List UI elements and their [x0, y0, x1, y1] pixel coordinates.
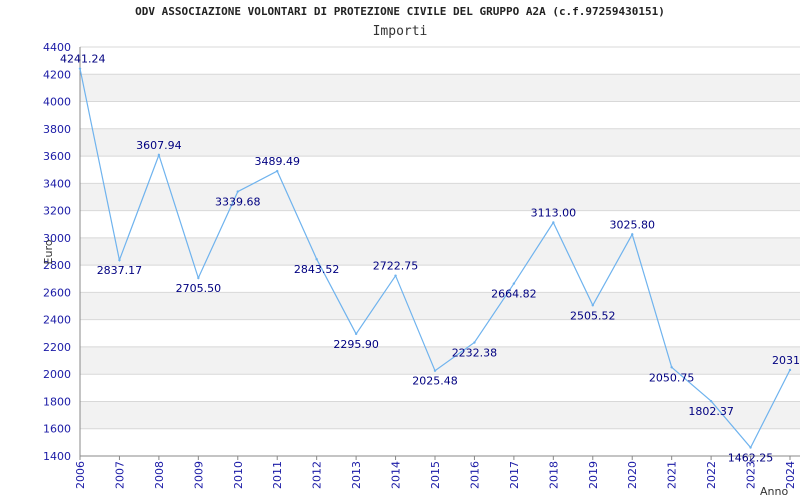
x-tick-label: 2009 — [192, 461, 205, 489]
grid-band — [80, 237, 800, 266]
x-tick-label: 2013 — [350, 461, 363, 489]
data-label: 3339.68 — [215, 196, 261, 209]
data-point — [512, 282, 516, 285]
data-point — [788, 368, 792, 372]
data-label: 2722.75 — [373, 260, 419, 273]
data-label: 2232.38 — [452, 347, 498, 360]
data-label: 2505.52 — [570, 309, 616, 322]
data-label: 2295.90 — [333, 338, 379, 351]
grid-band — [80, 346, 800, 375]
data-label: 1462.25 — [728, 452, 774, 465]
data-point — [354, 332, 358, 336]
grid-band — [80, 401, 800, 429]
x-tick-label: 2014 — [390, 461, 403, 489]
data-point — [315, 258, 318, 261]
x-tick-label: 2017 — [508, 461, 521, 489]
y-axis-label: Euro — [42, 239, 55, 264]
data-label: 3025.80 — [609, 218, 655, 231]
y-tick-label: 3600 — [43, 150, 71, 163]
x-tick-label: 2007 — [113, 461, 126, 489]
x-tick-label: 2020 — [626, 461, 639, 489]
grid-band — [80, 128, 800, 157]
x-tick-label: 2021 — [666, 461, 679, 489]
y-tick-label: 2400 — [43, 314, 71, 327]
x-tick-label: 2016 — [468, 461, 481, 489]
data-point — [276, 169, 279, 173]
data-label: 2050.75 — [649, 371, 695, 384]
grid-band — [80, 292, 800, 320]
series-importi — [78, 67, 792, 449]
x-tick-label: 2022 — [705, 461, 718, 489]
data-point — [709, 399, 713, 403]
y-tick-label: 3400 — [43, 177, 71, 190]
data-label: 4241.24 — [60, 53, 106, 66]
data-point — [552, 221, 555, 224]
x-tick-label: 2023 — [745, 461, 758, 489]
data-label: 3113.00 — [531, 206, 577, 219]
data-label: 2025.48 — [412, 375, 458, 388]
data-point — [197, 276, 200, 280]
data-labels: 4241.24 2837.17 3607.94 2705.50 3339.68 3489.… — [60, 53, 800, 465]
y-tick-label: 4200 — [43, 68, 71, 81]
data-point — [157, 153, 161, 157]
data-label: 2837.17 — [97, 264, 143, 277]
data-label: 3489.49 — [254, 155, 300, 168]
x-tick-label: 2008 — [153, 461, 166, 489]
y-tick-label: 1800 — [43, 395, 71, 408]
x-tick-label: 2012 — [311, 461, 324, 489]
y-tick-label: 2200 — [43, 341, 71, 354]
data-label: 2705.50 — [176, 282, 222, 295]
grid-band — [80, 183, 800, 211]
data-label: 1802.37 — [688, 405, 734, 418]
data-point — [749, 446, 752, 449]
data-label: 3607.94 — [136, 139, 182, 152]
data-point — [394, 274, 397, 277]
x-tick-label: 2011 — [271, 461, 284, 489]
data-point — [118, 258, 121, 262]
data-point — [236, 190, 239, 193]
y-tick-label: 2000 — [43, 368, 71, 381]
data-point — [473, 341, 476, 344]
y-tick-label: 2600 — [43, 286, 71, 299]
data-point — [433, 369, 437, 372]
grid-band — [80, 74, 800, 102]
data-label: 2843.52 — [294, 263, 340, 276]
data-point — [591, 304, 594, 307]
x-tick-label: 2019 — [587, 461, 600, 489]
x-tick-label: 2018 — [547, 461, 560, 489]
x-tick-label: 2015 — [429, 461, 442, 489]
data-point — [670, 366, 673, 369]
y-tick-label: 4400 — [43, 41, 71, 54]
y-tick-label: 3200 — [43, 205, 71, 218]
data-label: 2031.25 — [772, 354, 800, 367]
y-tick-label: 4000 — [43, 96, 71, 109]
plot-background — [80, 74, 800, 429]
chart-subtitle: Importi — [372, 24, 428, 39]
y-tick-label: 3000 — [43, 232, 71, 245]
data-point — [78, 67, 82, 70]
y-tick-labels: 1400 1600 1800 2000 2200 2400 2600 2800 3000 3200… — [43, 41, 71, 463]
x-tick-label: 2010 — [232, 461, 245, 489]
axes — [79, 47, 800, 457]
data-point — [631, 233, 634, 236]
x-axis-label: Anno — [760, 485, 788, 498]
y-tick-label: 1400 — [43, 450, 71, 463]
chart-title: ODV ASSOCIAZIONE VOLONTARI DI PROTEZIONE… — [135, 5, 665, 18]
x-tick-label: 2024 — [784, 461, 797, 489]
y-tick-label: 3800 — [43, 123, 71, 136]
x-tick-labels: 2006 2007 2008 2009 2010 2011 2012 2013 2014 2015… — [74, 456, 797, 489]
x-tick-label: 2006 — [74, 461, 87, 489]
data-label: 2664.82 — [491, 288, 537, 301]
y-tick-label: 1600 — [43, 423, 71, 436]
y-tick-label: 2800 — [43, 259, 71, 272]
